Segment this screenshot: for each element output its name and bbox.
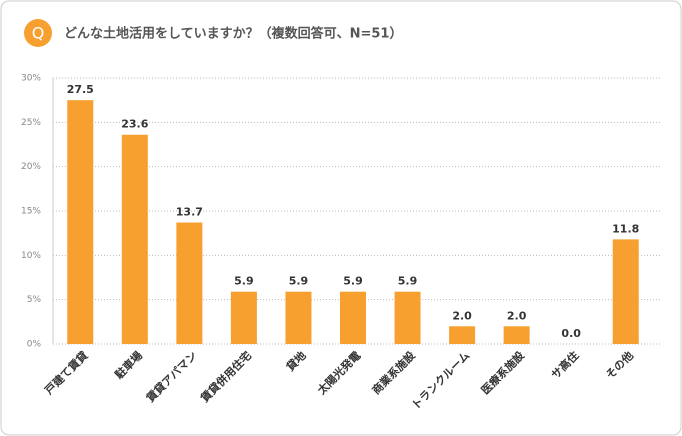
y-tick-label: 25% — [21, 118, 41, 128]
y-tick-label: 30% — [21, 74, 41, 84]
bar — [612, 239, 639, 344]
bar — [230, 291, 257, 344]
bar — [340, 291, 366, 344]
badge-circle — [24, 19, 52, 47]
y-tick-label: 5% — [27, 295, 42, 305]
value-label: 5.9 — [343, 275, 363, 288]
bar — [121, 134, 148, 344]
bar — [394, 291, 421, 344]
y-tick-label: 0% — [27, 340, 42, 350]
value-label: 2.0 — [507, 309, 527, 322]
bar — [67, 100, 94, 345]
value-label: 5.9 — [234, 275, 254, 288]
value-label: 5.9 — [289, 275, 309, 288]
value-label: 27.5 — [67, 83, 94, 96]
y-tick-label: 15% — [21, 207, 41, 217]
bar — [176, 222, 203, 344]
value-label: 2.0 — [452, 309, 472, 322]
chart-title: どんな土地活用をしていますか？（複数回答可、N=51） — [64, 26, 402, 42]
value-label: 23.6 — [121, 118, 148, 131]
badge: Q — [32, 24, 45, 43]
bar — [503, 326, 530, 344]
y-tick-label: 20% — [21, 162, 41, 172]
value-label: 13.7 — [176, 206, 203, 219]
value-label: 5.9 — [398, 275, 418, 288]
bar — [285, 291, 312, 344]
y-tick-label: 10% — [21, 251, 41, 261]
bar — [449, 326, 476, 344]
value-label: 11.8 — [612, 222, 639, 235]
value-label: 0.0 — [561, 327, 581, 340]
